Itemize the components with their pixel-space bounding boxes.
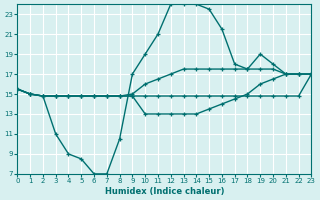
X-axis label: Humidex (Indice chaleur): Humidex (Indice chaleur): [105, 187, 224, 196]
